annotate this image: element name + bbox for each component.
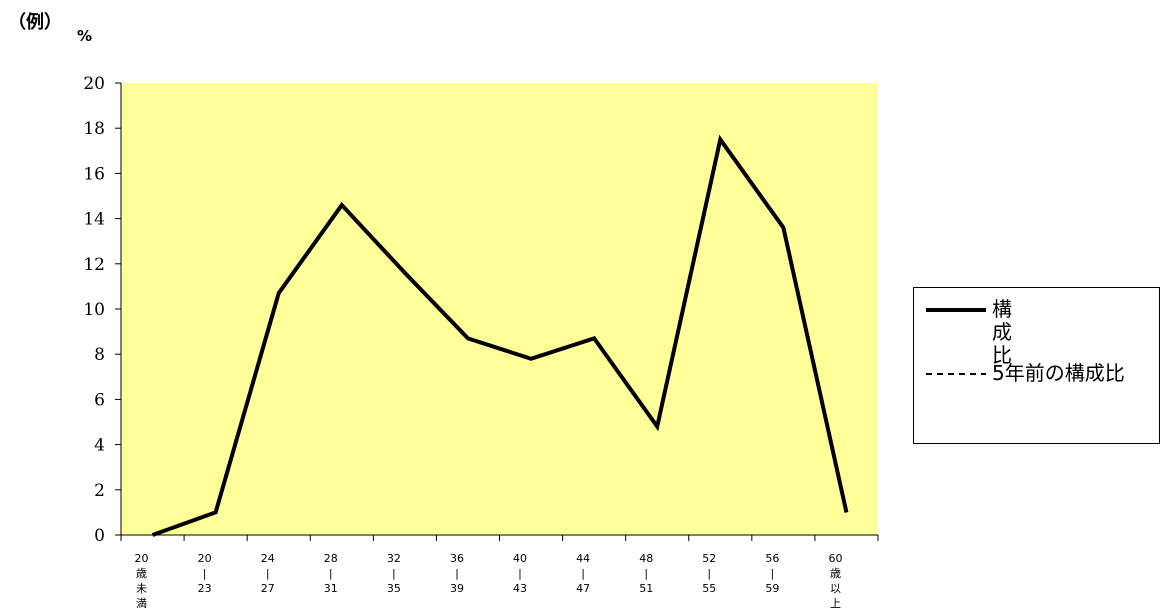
x-category-label: 24 | 27 — [261, 552, 275, 595]
x-category-label-line: 27 — [261, 582, 275, 595]
x-category-label-line: 32 — [387, 552, 401, 565]
legend-dashed-label: 5年前の構成比 — [992, 361, 1125, 385]
x-category-label-line: 20 — [198, 552, 212, 565]
x-category-label-line: | — [455, 567, 459, 580]
x-category-label-line: | — [581, 567, 585, 580]
x-category-label: 60 歳以上 — [828, 552, 842, 608]
x-category-label-line: 23 — [198, 582, 212, 595]
x-category-label-line: 20 — [135, 552, 149, 565]
y-axis: 0 2 4 6 8 10 12 14 16 18 20 — [83, 74, 122, 546]
y-tick-label: 4 — [94, 436, 105, 456]
x-category-label-line: | — [203, 567, 207, 580]
legend-solid-label: 構成比 — [992, 297, 1012, 367]
series-layer — [151, 134, 849, 537]
y-tick-label: 8 — [94, 345, 105, 365]
y-tick-label: 20 — [83, 74, 105, 94]
x-category-label-line: | — [518, 567, 522, 580]
x-category-label-line: 満 — [136, 597, 147, 608]
x-category-label-line: | — [266, 567, 270, 580]
x-category-label-line: 未 — [136, 582, 147, 595]
x-category-label-line: 60 — [828, 552, 842, 565]
x-category-label-line: 31 — [324, 582, 338, 595]
legend: 構成比 5年前の構成比 — [913, 287, 1160, 444]
x-category-label-line: 44 — [576, 552, 590, 565]
x-axis: 20歳未満20|2324|2728|3132|3536|3940|4344|47… — [120, 534, 879, 608]
example-label: （例） — [8, 12, 62, 33]
x-category-label: 48 | 51 — [639, 552, 653, 595]
x-category-label-line: 43 — [513, 582, 527, 595]
x-category-label: 28 | 31 — [324, 552, 338, 595]
x-category-label: 44 | 47 — [576, 552, 590, 595]
x-category-label-line: 28 — [324, 552, 338, 565]
legend-solid-line-swatch — [926, 308, 986, 312]
x-category-label-line: 24 — [261, 552, 275, 565]
x-category-label-line: 40 — [513, 552, 527, 565]
x-category-label-line: 56 — [765, 552, 779, 565]
x-category-label-line: 35 — [387, 582, 401, 595]
x-category-label: 20 歳未満 — [135, 552, 149, 608]
x-category-label-line: | — [707, 567, 711, 580]
plot-area — [121, 83, 878, 535]
series-line — [151, 134, 849, 537]
x-category-label-line: 歳 — [136, 567, 147, 580]
y-tick-label: 2 — [94, 481, 105, 501]
x-category-label: 36 | 39 — [450, 552, 464, 595]
x-category-label-line: | — [771, 567, 775, 580]
x-category-label-line: | — [644, 567, 648, 580]
x-category-label: 40 | 43 — [513, 552, 527, 595]
x-category-label-line: 47 — [576, 582, 590, 595]
legend-dashed-line-swatch — [926, 373, 986, 375]
x-category-label-line: 36 — [450, 552, 464, 565]
x-category-label-line: 51 — [639, 582, 653, 595]
x-category-label-line: | — [392, 567, 396, 580]
y-axis-unit-label: % — [77, 27, 93, 45]
y-tick-label: 6 — [94, 390, 105, 410]
x-category-label-line: 39 — [450, 582, 464, 595]
x-category-label-line: 59 — [765, 582, 779, 595]
y-tick-label: 0 — [94, 526, 105, 546]
x-category-label: 20 | 23 — [198, 552, 212, 595]
y-tick-label: 16 — [83, 164, 105, 184]
x-category-label-line: 55 — [702, 582, 716, 595]
x-category-label: 52 | 55 — [702, 552, 716, 595]
y-tick-label: 12 — [83, 255, 105, 275]
x-category-label-line: 48 — [639, 552, 653, 565]
x-category-label: 32 | 35 — [387, 552, 401, 595]
x-category-label-line: 歳 — [830, 567, 841, 580]
y-tick-label: 18 — [83, 119, 105, 139]
y-tick-label: 10 — [83, 300, 105, 320]
x-category-label: 56 | 59 — [765, 552, 779, 595]
y-tick-label: 14 — [83, 210, 105, 230]
x-category-label-line: 52 — [702, 552, 716, 565]
x-category-label-line: 上 — [830, 597, 841, 608]
x-category-label-line: 以 — [830, 582, 841, 595]
x-category-label-line: | — [329, 567, 333, 580]
